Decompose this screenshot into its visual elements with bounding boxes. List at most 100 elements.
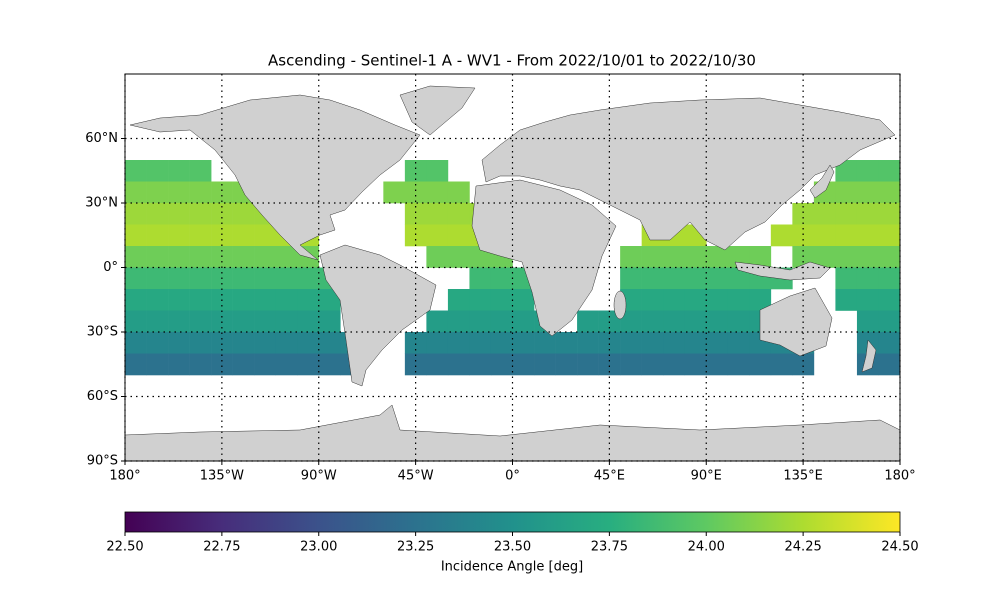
data-cell: [792, 203, 815, 225]
data-cell: [856, 160, 879, 182]
data-cell: [426, 160, 449, 182]
data-cell: [534, 332, 556, 354]
data-cell: [297, 267, 320, 290]
data-cell: [447, 246, 470, 268]
data-cell: [577, 332, 599, 354]
data-cell: [878, 224, 900, 247]
data-cell: [792, 353, 815, 376]
data-cell: [404, 160, 427, 182]
data-cell: [512, 310, 535, 333]
antarctica: [125, 404, 900, 461]
x-tick-label: 135°W: [200, 469, 244, 484]
x-tick-label: 180°: [884, 469, 915, 484]
colorbar-tick-label: 24.00: [688, 540, 725, 555]
data-cell: [512, 289, 535, 311]
data-cell: [469, 353, 492, 376]
data-cell: [706, 353, 729, 376]
data-cell: [426, 353, 449, 376]
data-cell: [125, 353, 147, 376]
data-cell: [125, 332, 147, 354]
data-cell: [426, 224, 449, 247]
data-cell: [404, 332, 427, 354]
colorbar-label: Incidence Angle [deg]: [441, 560, 583, 575]
data-cell: [254, 310, 276, 333]
data-cell: [125, 160, 147, 182]
data-cell: [835, 246, 858, 268]
x-tick-label: 0°: [505, 469, 520, 484]
data-cell: [146, 310, 169, 333]
data-cell: [856, 289, 879, 311]
data-cell: [813, 224, 836, 247]
data-cell: [598, 353, 621, 376]
data-cell: [168, 246, 190, 268]
x-tick-label: 90°W: [301, 469, 337, 484]
data-cell: [447, 224, 470, 247]
data-cell: [490, 267, 513, 290]
data-cell: [275, 310, 298, 333]
data-cell: [706, 289, 729, 311]
data-cell: [490, 310, 513, 333]
data-cell: [168, 267, 190, 290]
colorbar-tick-label: 24.50: [881, 540, 918, 555]
data-cell: [663, 289, 686, 311]
data-cell: [211, 224, 233, 247]
data-cell: [770, 353, 793, 376]
data-cell: [856, 224, 879, 247]
data-cell: [512, 353, 535, 376]
data-cell: [835, 289, 858, 311]
map-title: Ascending - Sentinel-1 A - WV1 - From 20…: [268, 52, 756, 70]
data-cell: [146, 160, 169, 182]
data-cell: [620, 332, 642, 354]
data-cell: [684, 332, 707, 354]
x-tick-label: 180°: [109, 469, 140, 484]
data-cell: [555, 353, 578, 376]
data-cell: [878, 160, 900, 182]
data-cell: [534, 353, 556, 376]
data-cell: [447, 310, 470, 333]
data-cell: [168, 332, 190, 354]
data-cell: [211, 203, 233, 225]
data-cell: [706, 332, 729, 354]
data-cell: [469, 310, 492, 333]
data-cell: [663, 353, 686, 376]
data-cell: [727, 353, 750, 376]
colorbar-tick-label: 22.75: [203, 540, 240, 555]
data-cell: [447, 181, 470, 204]
data-cell: [749, 246, 772, 268]
data-cell: [878, 267, 900, 290]
data-cell: [598, 310, 621, 333]
data-cell: [684, 246, 707, 268]
data-cell: [232, 267, 255, 290]
x-tick-label: 45°W: [398, 469, 434, 484]
data-cell: [318, 353, 341, 376]
data-cell: [189, 332, 212, 354]
data-cell: [189, 224, 212, 247]
new-zealand: [861, 339, 877, 373]
north-america: [129, 94, 421, 261]
data-cell: [663, 246, 686, 268]
data-cell: [125, 289, 147, 311]
data-cell: [275, 267, 298, 290]
colorbar-tick-label: 22.50: [106, 540, 143, 555]
data-cell: [254, 267, 276, 290]
colorbar-tick-label: 23.75: [591, 540, 628, 555]
data-cell: [297, 310, 320, 333]
data-cell: [469, 289, 492, 311]
data-cell: [189, 353, 212, 376]
y-tick-label: 60°N: [85, 131, 118, 146]
data-cell: [856, 310, 879, 333]
data-cell: [749, 353, 772, 376]
data-cell: [211, 353, 233, 376]
y-tick-label: 90°S: [87, 454, 118, 469]
data-cell: [813, 246, 836, 268]
y-tick-label: 30°S: [87, 325, 118, 340]
colorbar-tick-label: 24.25: [785, 540, 822, 555]
data-cell: [641, 267, 664, 290]
axes: 180° 135°W 90°W 45°W 0° 45°E 90°E 135°E 180°90°S…: [85, 73, 916, 484]
colorbar: [124, 511, 901, 533]
data-cell: [297, 289, 320, 311]
data-cell: [168, 160, 190, 182]
data-cell: [426, 332, 449, 354]
data-cell: [404, 224, 427, 247]
data-cell: [168, 203, 190, 225]
